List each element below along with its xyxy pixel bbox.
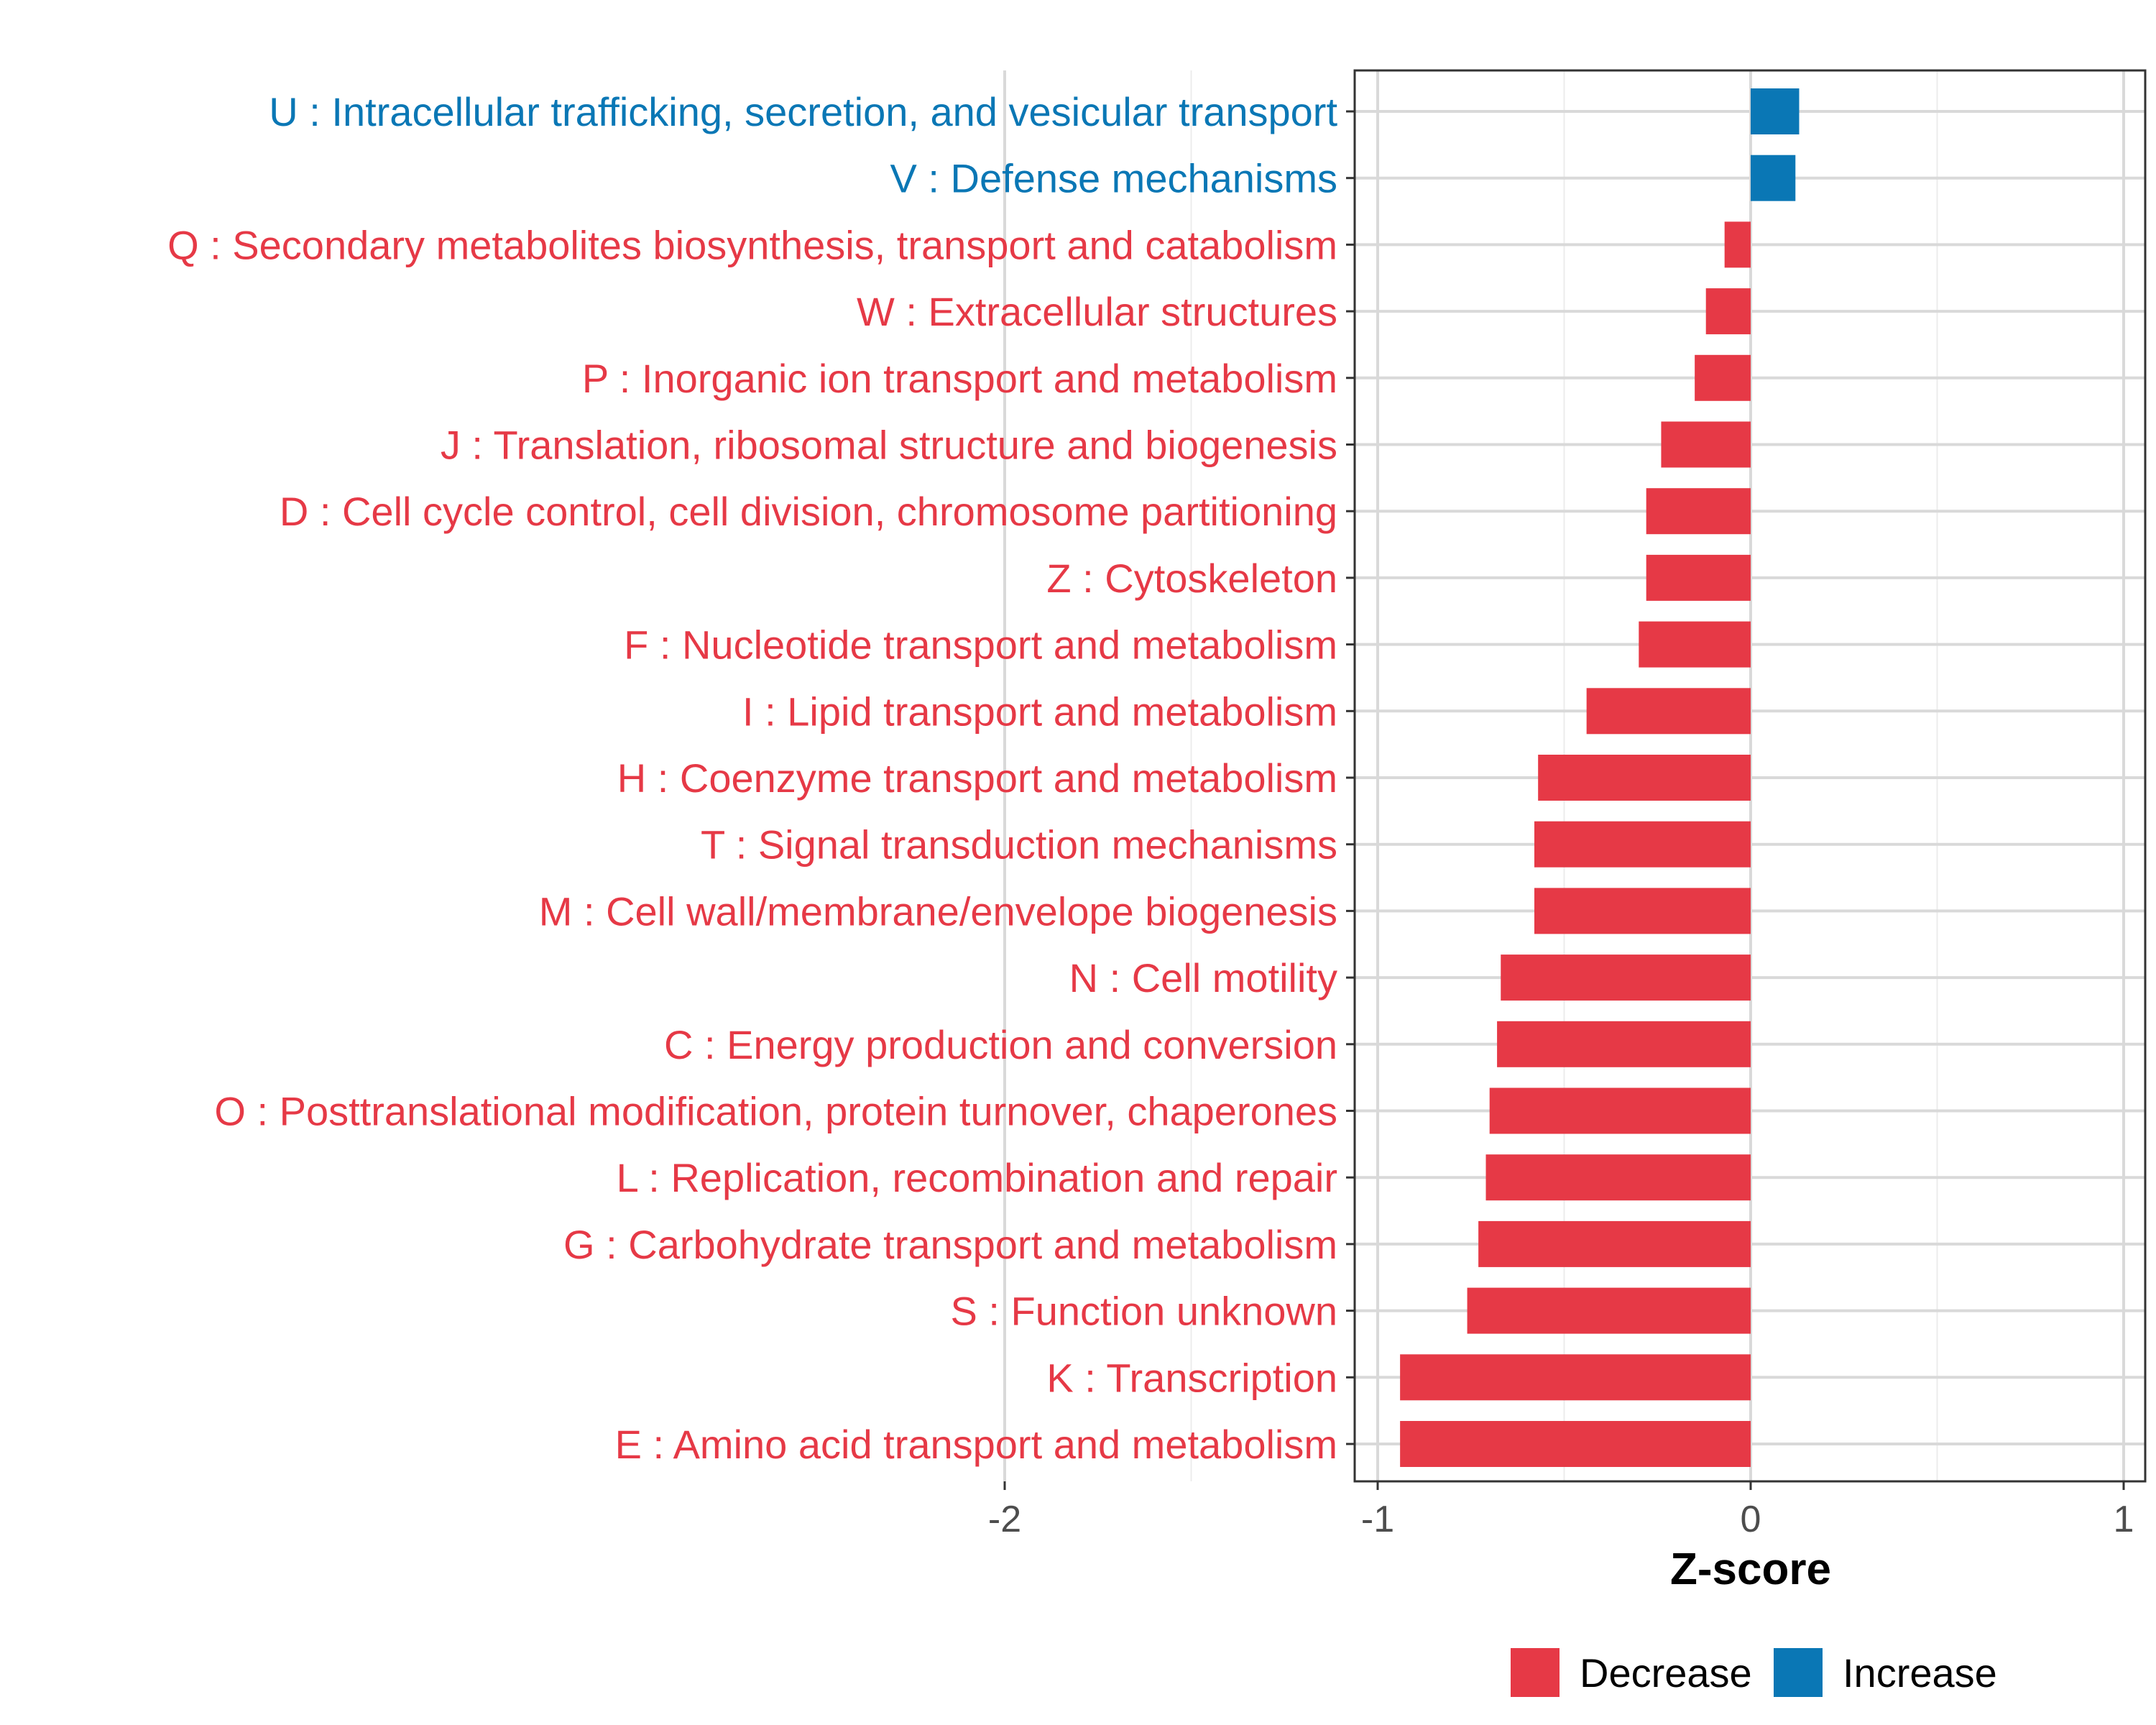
x-tick-label: -1 [1361,1499,1394,1540]
category-label: O : Posttranslational modification, prot… [214,1089,1337,1134]
bar [1705,288,1751,335]
bar [1400,1354,1751,1401]
bar [1639,621,1751,668]
category-label: G : Carbohydrate transport and metabolis… [563,1222,1337,1267]
bar [1497,1021,1751,1067]
bar [1751,88,1800,134]
bar [1467,1287,1751,1334]
category-label: T : Signal transduction mechanisms [701,822,1337,868]
category-label: M : Cell wall/membrane/envelope biogenes… [539,888,1337,934]
bar [1724,221,1751,268]
bar [1646,554,1751,601]
bar [1501,954,1751,1001]
x-tick-label: 0 [1741,1499,1761,1540]
category-label: Q : Secondary metabolites biosynthesis, … [167,222,1337,267]
legend-label-increase: Increase [1843,1650,1997,1696]
category-label: W : Extracellular structures [857,289,1337,334]
category-label: H : Coenzyme transport and metabolism [617,755,1337,801]
category-label: U : Intracellular trafficking, secretion… [269,89,1337,134]
bar [1646,488,1751,535]
category-label: C : Energy production and conversion [664,1022,1337,1067]
category-label: D : Cell cycle control, cell division, c… [280,489,1337,534]
bar [1534,821,1751,868]
bar [1695,354,1751,401]
bar [1489,1087,1751,1134]
category-label: J : Translation, ribosomal structure and… [441,423,1337,468]
category-label: N : Cell motility [1069,955,1337,1000]
bars [1400,88,1800,1467]
x-axis-ticks: -2-1012 [988,1481,2134,1540]
y-axis-ticks: U : Intracellular trafficking, secretion… [167,89,1355,1467]
bar [1538,755,1751,801]
legend-key-increase [1774,1648,1823,1697]
category-label: Z : Cytoskeleton [1046,556,1337,601]
bar [1661,421,1751,468]
category-label: P : Inorganic ion transport and metaboli… [582,356,1337,401]
x-axis-title: Z-score [1670,1545,1831,1594]
legend: Decrease Increase [1511,1648,1997,1697]
category-label: S : Function unknown [950,1289,1337,1334]
legend-key-decrease [1511,1648,1560,1697]
category-label: V : Defense mechanisms [890,156,1337,201]
category-label: L : Replication, recombination and repai… [617,1155,1337,1200]
category-label: F : Nucleotide transport and metabolism [624,622,1337,668]
category-label: E : Amino acid transport and metabolism [615,1422,1337,1467]
bar [1534,888,1751,934]
x-tick-label: 1 [2114,1499,2134,1540]
bar [1485,1154,1751,1201]
x-tick-label: -2 [988,1499,1021,1540]
bar [1400,1421,1751,1467]
bar [1751,155,1796,201]
category-label: I : Lipid transport and metabolism [742,689,1337,734]
legend-label-decrease: Decrease [1580,1650,1752,1696]
bar [1586,688,1751,735]
category-label: K : Transcription [1046,1355,1337,1400]
bar [1478,1220,1751,1267]
